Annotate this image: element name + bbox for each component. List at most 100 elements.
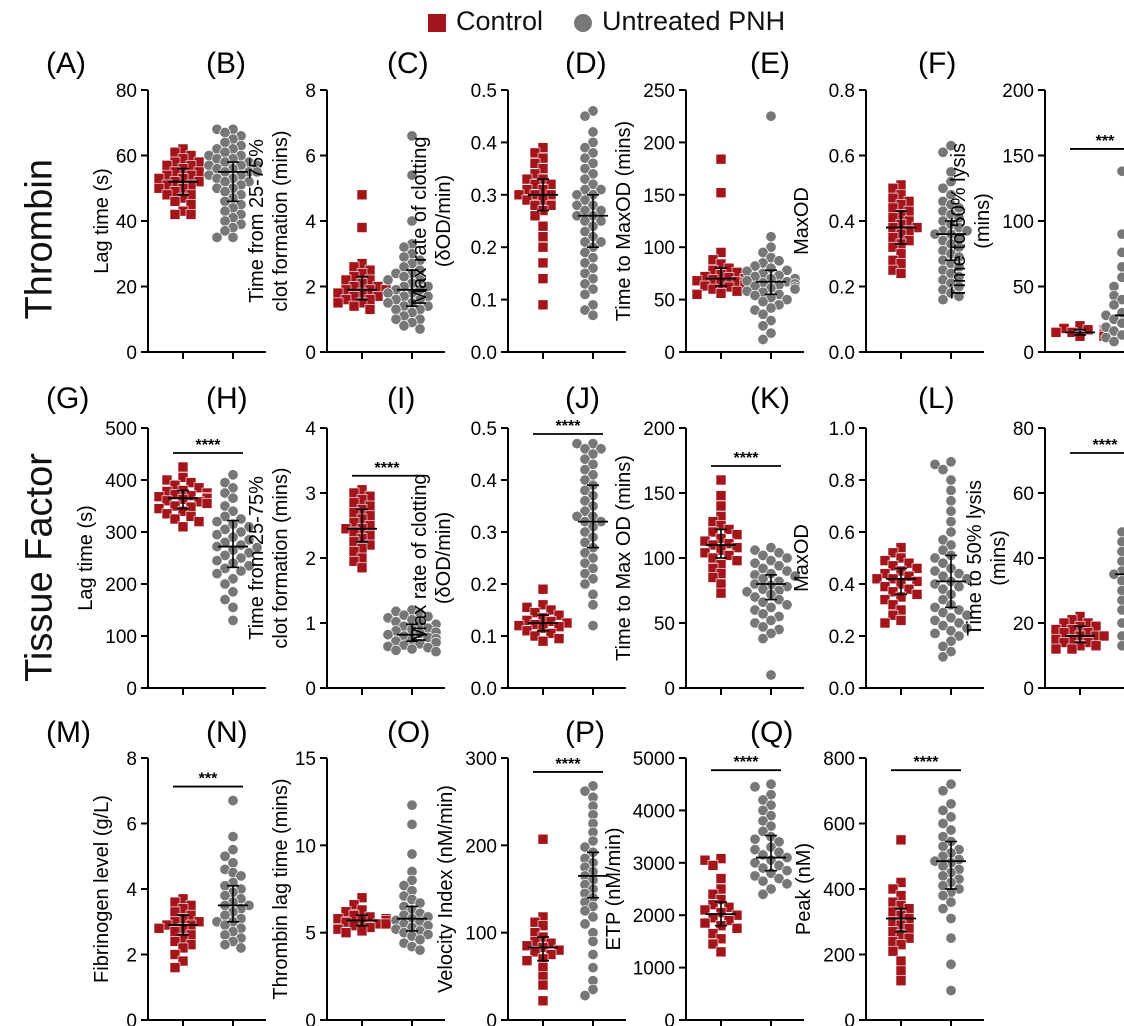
panel-f: (F) 0 50 100 150 200 Time to 50% lysis (mins) **… (918, 47, 1124, 364)
pnh-point (749, 289, 761, 301)
pnh-point (945, 526, 957, 538)
pnh-point (227, 795, 239, 807)
significance-label: **** (734, 754, 760, 771)
control-point (715, 153, 727, 165)
control-point (731, 529, 743, 540)
control-point (537, 995, 549, 1007)
control-point (537, 257, 549, 269)
control-point (161, 189, 173, 201)
control-point (537, 273, 549, 284)
pnh-point (219, 562, 231, 574)
pnh-point (219, 850, 231, 862)
y-tick-label: 0 (1023, 679, 1034, 700)
panel-o: (O) 0 100 200 300 Velocity Index (nM/min) **** (387, 716, 626, 1026)
pnh-point (587, 620, 599, 632)
y-tick-label: 3 (305, 484, 316, 505)
pnh-point (757, 608, 769, 620)
y-tick-label: 0.8 (829, 81, 855, 102)
y-axis-label: ETP (nM/min) (603, 828, 625, 951)
pnh-point (211, 568, 223, 580)
y-tick-label: 200 (643, 419, 675, 440)
pnh-point (219, 578, 231, 590)
y-tick-label: 3000 (633, 854, 675, 875)
y-axis-label: Time to Max OD (mins) (613, 455, 635, 661)
y-tick-label: 500 (105, 419, 137, 440)
pnh-point (961, 609, 973, 621)
pnh-point (961, 622, 973, 634)
significance-label: *** (199, 771, 218, 788)
control-point (887, 883, 899, 895)
y-tick-label: 100 (1002, 212, 1034, 233)
y-axis-label: Peak (nM) (793, 843, 815, 935)
pnh-point (587, 588, 599, 600)
y-tick-label: 0.3 (471, 523, 497, 544)
significance-label: *** (1096, 133, 1115, 150)
pnh-point (587, 911, 599, 923)
pnh-point (587, 573, 599, 585)
y-tick-label: 8 (305, 81, 316, 102)
pnh-point (945, 932, 957, 944)
panel-m: (M) 0 2 4 6 8 Fibrinogen level (g/L) *** (46, 716, 266, 1026)
y-tick-label: 0 (1023, 343, 1034, 364)
pnh-point (430, 646, 442, 658)
y-tick-label: 0.4 (829, 575, 856, 596)
pnh-point (382, 629, 394, 641)
y-tick-label: 40 (1013, 549, 1034, 570)
y-tick-label: 0 (664, 679, 675, 700)
pnh-point (587, 599, 599, 611)
pnh-point (749, 557, 761, 569)
pnh-point (937, 146, 949, 158)
control-point (895, 939, 907, 950)
pnh-point (789, 283, 801, 295)
panel-letter: (O) (387, 716, 430, 749)
control-point (707, 860, 719, 871)
panel-letter: (F) (918, 47, 956, 80)
y-tick-label: 400 (823, 880, 855, 901)
pnh-point (1116, 261, 1124, 273)
y-tick-label: 200 (465, 836, 497, 857)
y-tick-label: 0.2 (471, 238, 497, 259)
pnh-point (765, 542, 777, 554)
control-point (707, 526, 719, 538)
significance-label: **** (914, 754, 940, 771)
significance-label: **** (1093, 437, 1119, 454)
y-tick-label: 0 (305, 1011, 316, 1026)
pnh-point (579, 785, 591, 797)
pnh-point (382, 297, 394, 309)
control-point (895, 268, 907, 279)
pnh-point (937, 607, 949, 619)
pnh-point (1116, 640, 1124, 652)
y-tick-label: 0.2 (471, 575, 497, 596)
control-point (1050, 643, 1062, 655)
pnh-point (937, 890, 949, 902)
pnh-point (945, 474, 957, 486)
pnh-point (929, 614, 941, 626)
panel-letter: (G) (46, 382, 89, 415)
control-point (715, 873, 727, 884)
pnh-point (765, 315, 777, 327)
control-point (537, 583, 549, 595)
y-axis-label: (mins) (972, 193, 994, 249)
control-point (356, 892, 368, 904)
pnh-point (945, 176, 957, 188)
y-tick-label: 50 (654, 291, 675, 312)
pnh-point (765, 231, 777, 243)
pnh-point (765, 327, 777, 339)
pnh-point (571, 510, 583, 522)
pnh-point (219, 225, 231, 237)
y-tick-label: 0.6 (829, 523, 855, 544)
pnh-point (587, 962, 599, 974)
pnh-point (211, 516, 223, 528)
control-point (911, 589, 923, 600)
pnh-point (945, 811, 957, 823)
pnh-point (757, 633, 769, 645)
pnh-point (945, 896, 957, 908)
pnh-point (757, 549, 769, 561)
pnh-point (1116, 630, 1124, 642)
pnh-point (235, 942, 247, 954)
y-axis-label: (δOD/min) (433, 512, 455, 604)
panel-letter: (M) (46, 716, 91, 749)
y-tick-label: 2 (305, 278, 316, 299)
panel-k: (K) 0.0 0.2 0.4 0.6 0.8 1.0 MaxOD (750, 382, 984, 700)
y-axis-label: Time to 50% lysis (948, 143, 970, 299)
